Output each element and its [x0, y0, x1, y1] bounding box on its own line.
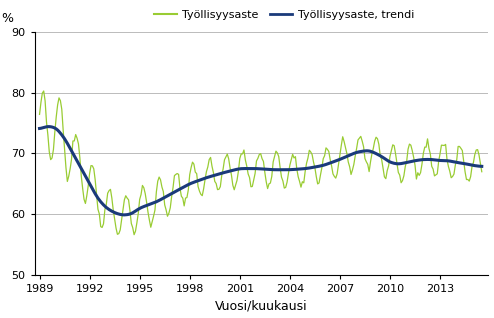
Y-axis label: %: %	[1, 11, 13, 24]
Legend: Työllisyysaste, Työllisyysaste, trendi: Työllisyysaste, Työllisyysaste, trendi	[150, 6, 418, 25]
X-axis label: Vuosi/kuukausi: Vuosi/kuukausi	[215, 300, 308, 313]
